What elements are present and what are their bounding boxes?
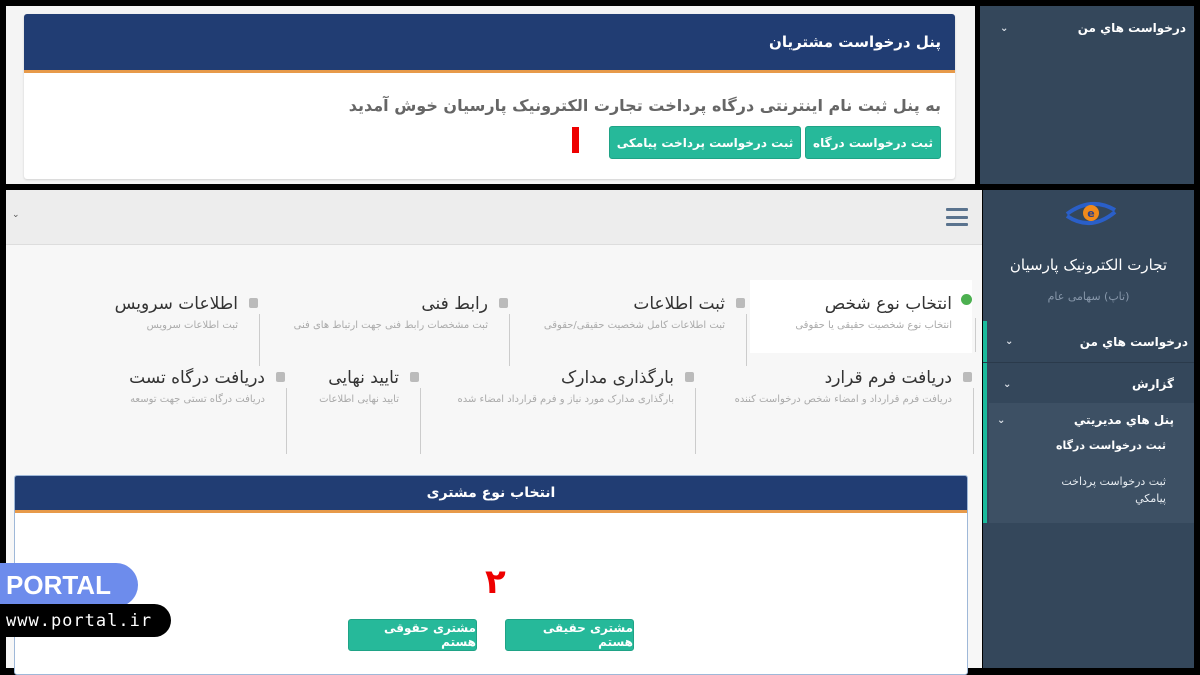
chevron-down-icon: ⌄ [1000,22,1009,34]
step-title: ثبت اطلاعات [633,294,725,314]
chevron-down-icon[interactable]: ⌄ [12,210,20,220]
step-service-info[interactable]: اطلاعات سرویس ثبت اطلاعات سرویس [114,294,260,366]
lock-icon [736,298,745,308]
svg-text:e: e [1087,207,1094,220]
step-divider [973,388,974,454]
sidebar-item-label: درخواست هاي من [1079,334,1188,349]
lock-icon [410,372,419,382]
lock-icon [249,298,258,308]
active-nav-indicator [983,321,1194,523]
step-desc: ثبت اطلاعات سرویس [146,320,238,331]
sidebar-item-label: پنل هاي مديريتي [1073,413,1174,427]
step-contract-form[interactable]: دریافت فرم قرارد دریافت فرم قرارداد و ام… [734,368,974,454]
annotation-marker-1 [572,127,579,153]
active-dot-icon [961,294,972,305]
step-test-gateway[interactable]: دریافت درگاه تست دریافت درگاه تستی جهت ت… [129,368,287,454]
step-upload-documents[interactable]: بارگذاری مدارک بارگذاری مدارک مورد نیاز … [457,368,696,454]
sidebar-item-label: درخواست هاي من [1077,21,1186,35]
step-title: رابط فنی [421,294,488,314]
gateway-request-button[interactable]: ثبت درخواست درگاه [805,126,941,159]
sidebar-item-my-requests[interactable]: درخواست هاي من ⌄ [983,321,1194,363]
step-divider [746,314,747,366]
portal-logo: PORTAL [0,563,138,607]
step-desc: ثبت اطلاعات کامل شخصیت حقیقی/حقوقی [543,320,725,331]
step-technical-contact[interactable]: رابط فنی ثبت مشخصات رابط فنی جهت ارتباط … [293,294,510,366]
step-divider [975,318,976,352]
chevron-down-icon: ⌄ [997,414,1006,426]
step-desc: ثبت مشخصات رابط فنی جهت ارتباط های فنی [293,320,488,331]
step-desc: بارگذاری مدارک مورد نیاز و فرم قرارداد ا… [457,394,674,405]
step-final-approval[interactable]: تایید نهایی تایید نهایی اطلاعات [319,368,421,454]
lock-icon [276,372,285,382]
step-divider [509,314,510,366]
sidebar-subitem-gateway-request[interactable]: ثبت درخواست درگاه [1056,439,1166,452]
step-desc: دریافت فرم قرارداد و امضاء شخص درخواست ک… [734,394,952,405]
step-desc: انتخاب نوع شخصیت حقیقی یا حقوقی [795,320,952,331]
customer-type-card: انتخاب نوع مشتری [14,475,968,675]
step-divider [420,388,421,454]
step-title: دریافت فرم قرارد [824,368,952,388]
step-desc: تایید نهایی اطلاعات [319,394,399,405]
customer-type-title: انتخاب نوع مشتری [15,476,967,513]
sidebar-item-label: گزارش [1131,377,1174,391]
menu-toggle-icon[interactable] [946,208,968,226]
step-title: تایید نهایی [328,368,399,388]
brand-subtitle: (تاپ) سهامی عام [1047,290,1130,303]
sidebar: e تجارت الکترونیک پارسیان (تاپ) سهامی عا… [983,190,1194,668]
customer-panel-card: پنل درخواست مشتریان به پنل ثبت نام اینتر… [24,14,955,179]
annotation-marker-2: ۲ [485,562,506,602]
step-register-info[interactable]: ثبت اطلاعات ثبت اطلاعات کامل شخصیت حقیقی… [543,294,747,366]
step-title: دریافت درگاه تست [129,368,265,388]
lock-icon [499,298,508,308]
brand-logo: e [1065,202,1117,225]
portal-url: www.portal.ir [0,604,171,637]
step-select-person-type[interactable]: انتخاب نوع شخص انتخاب نوع شخصیت حقیقی یا… [750,280,976,353]
step-title: انتخاب نوع شخص [824,294,952,314]
sidebar-item-admin-panels[interactable]: پنل هاي مديريتي ⌄ ثبت درخواست درگاه ثبت … [989,403,1194,523]
panel-title: پنل درخواست مشتریان [24,14,955,73]
step-divider [259,314,260,366]
lock-icon [685,372,694,382]
sidebar-subitem-sms-payment[interactable]: ثبت درخواست پرداخت پيامكي [1061,475,1166,505]
step-desc: دریافت درگاه تستی جهت توسعه [130,394,265,405]
top-sidebar: درخواست هاي من ⌄ [980,6,1194,184]
welcome-text: به پنل ثبت نام اینترنتی درگاه پرداخت تجا… [348,96,941,115]
chevron-down-icon: ⌄ [1003,378,1012,390]
sidebar-item-report[interactable]: گزارش ⌄ [989,365,1194,403]
chevron-down-icon: ⌄ [1005,336,1014,347]
top-navbar: ⌄ [6,190,982,245]
lock-icon [963,372,972,382]
sms-payment-request-button[interactable]: ثبت درخواست پرداخت پیامکی [609,126,801,159]
brand-name: تجارت الکترونیک پارسیان [1009,256,1168,274]
sidebar-item-my-requests[interactable]: درخواست هاي من ⌄ [1000,21,1186,35]
step-title: بارگذاری مدارک [561,368,674,388]
legal-customer-button[interactable]: مشتری حقوقی هستم [348,619,477,651]
step-divider [286,388,287,454]
step-title: اطلاعات سرویس [114,294,238,314]
real-customer-button[interactable]: مشتری حقیقی هستم [505,619,634,651]
step-divider [695,388,696,454]
